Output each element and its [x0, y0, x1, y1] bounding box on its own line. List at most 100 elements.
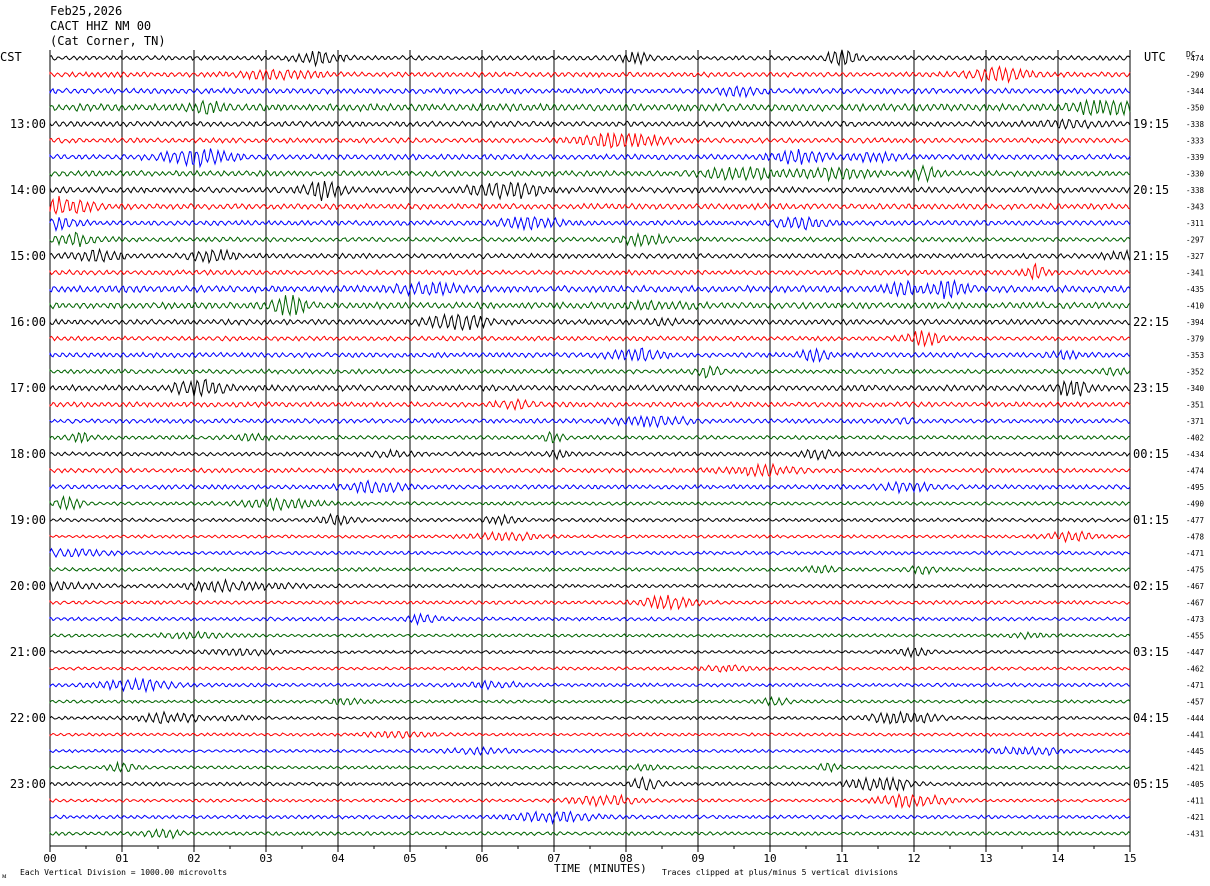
station-location: (Cat Corner, TN): [50, 34, 166, 48]
plot-date: Feb25,2026: [50, 4, 123, 18]
dc-offset-label: -421: [1186, 813, 1204, 822]
utc-hour-label: 22:15: [1133, 315, 1169, 329]
seismic-trace: [49, 330, 1131, 348]
cst-hour-label: 18:00: [10, 447, 46, 461]
dc-offset-label: -340: [1186, 384, 1205, 393]
seismic-trace: [49, 378, 1130, 398]
seismic-trace: [49, 710, 1131, 725]
seismic-trace: [49, 695, 1131, 707]
dc-offset-label: -475: [1186, 566, 1204, 575]
x-tick-label: 08: [619, 852, 632, 865]
seismic-trace: [49, 98, 1131, 117]
x-tick-label: 13: [979, 852, 992, 865]
dc-offset-label: -444: [1186, 714, 1205, 723]
seismic-trace: [49, 85, 1131, 99]
dc-offset-label: -467: [1186, 599, 1204, 608]
seismic-trace: [49, 364, 1131, 379]
dc-offset-label: -311: [1186, 219, 1204, 228]
dc-offset-label: -330: [1186, 170, 1205, 179]
seismic-trace: [49, 495, 1131, 512]
dc-offset-label: -371: [1186, 417, 1204, 426]
cst-hour-label: 22:00: [10, 711, 46, 725]
dc-offset-label: -473: [1186, 615, 1204, 624]
dc-offset-label: -405: [1186, 780, 1204, 789]
dc-offset-label: -351: [1186, 401, 1204, 410]
dc-offset-header: DC: [1186, 50, 1196, 59]
seismic-trace: [49, 828, 1131, 840]
utc-hour-label: 00:15: [1133, 447, 1169, 461]
utc-hour-label: 05:15: [1133, 777, 1169, 791]
dc-offset-label: -297: [1186, 236, 1204, 245]
seismic-trace: [49, 745, 1131, 757]
dc-offset-label: -431: [1186, 830, 1204, 839]
dc-offset-label: -343: [1186, 203, 1204, 212]
seismic-trace: [49, 612, 1131, 627]
seismic-trace: [49, 530, 1131, 544]
dc-offset-label: -411: [1186, 797, 1204, 806]
seismic-trace: [49, 164, 1131, 184]
seismic-trace: [49, 65, 1131, 84]
dc-offset-label: -341: [1186, 269, 1204, 278]
seismic-trace: [49, 792, 1131, 809]
x-tick-label: 04: [331, 852, 345, 865]
x-tick-label: 14: [1051, 852, 1065, 865]
seismic-trace: [49, 247, 1131, 265]
seismic-trace: [49, 676, 1131, 694]
seismic-trace: [49, 430, 1131, 444]
seismic-trace: [49, 398, 1131, 412]
x-tick-label: 07: [547, 852, 560, 865]
cst-hour-label: 15:00: [10, 249, 46, 263]
left-timezone-label: CST: [0, 50, 22, 64]
x-tick-label: 15: [1123, 852, 1136, 865]
utc-hour-label: 03:15: [1133, 645, 1169, 659]
seismic-trace: [49, 448, 1131, 461]
dc-offset-label: -353: [1186, 351, 1204, 360]
utc-hour-label: 19:15: [1133, 117, 1169, 131]
dc-offset-label: -435: [1186, 285, 1204, 294]
station-code: CACT HHZ NM 00: [50, 19, 152, 33]
dc-offset-label: -434: [1186, 450, 1205, 459]
seismic-trace: [49, 49, 1131, 68]
dc-offset-label: -462: [1186, 665, 1204, 674]
cst-hour-label: 21:00: [10, 645, 46, 659]
dc-offset-label: -290: [1186, 71, 1205, 80]
right-timezone-label: UTC: [1144, 50, 1166, 64]
dc-offset-label: -447: [1186, 648, 1204, 657]
seismic-trace: [49, 131, 1131, 149]
x-tick-label: 00: [43, 852, 56, 865]
x-tick-label: 11: [835, 852, 848, 865]
seismic-trace: [49, 295, 1131, 317]
seismic-trace: [49, 262, 1131, 281]
dc-offset-label: -344: [1186, 87, 1205, 96]
seismic-trace: [49, 775, 1131, 792]
x-tick-label: 10: [763, 852, 776, 865]
seismic-trace: [49, 347, 1131, 364]
dc-offset-label: -394: [1186, 318, 1205, 327]
utc-hour-label: 21:15: [1133, 249, 1169, 263]
utc-hour-label: 20:15: [1133, 183, 1169, 197]
dc-offset-label: -474: [1186, 54, 1205, 63]
utc-hour-label: 02:15: [1133, 579, 1169, 593]
seismic-trace: [49, 512, 1131, 527]
x-tick-label: 06: [475, 852, 488, 865]
x-tick-label: 09: [691, 852, 704, 865]
dc-offset-label: -455: [1186, 632, 1204, 641]
seismic-trace: [49, 664, 1131, 673]
seismic-trace: [49, 148, 1131, 169]
seismic-trace: [49, 479, 1131, 495]
cst-hour-label: 14:00: [10, 183, 46, 197]
seismic-trace: [49, 547, 1131, 559]
dc-offset-label: -490: [1186, 500, 1205, 509]
seismic-trace: [49, 564, 1131, 576]
cst-hour-label: 17:00: [10, 381, 46, 395]
dc-offset-label: -339: [1186, 153, 1204, 162]
seismic-trace: [49, 594, 1131, 611]
cst-hour-label: 23:00: [10, 777, 46, 791]
seismic-trace: [49, 730, 1131, 739]
dc-offset-label: -350: [1186, 104, 1205, 113]
seismic-trace: [49, 646, 1131, 659]
dc-offset-label: -474: [1186, 467, 1205, 476]
seismic-trace: [49, 577, 1131, 594]
seismic-trace: [49, 312, 1131, 332]
